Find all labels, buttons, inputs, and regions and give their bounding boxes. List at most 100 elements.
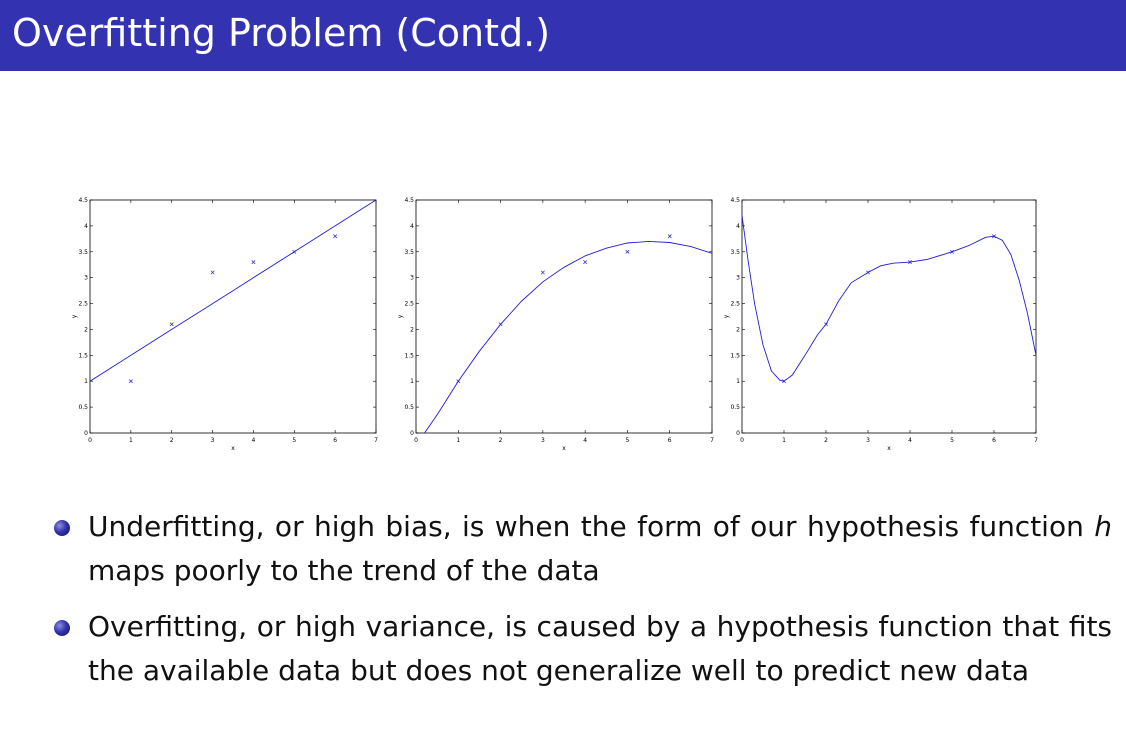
plot-frame bbox=[89, 199, 377, 434]
y-tick-label: 1.5 bbox=[78, 352, 88, 359]
data-point bbox=[782, 379, 786, 384]
bullet-dot-icon bbox=[54, 520, 70, 536]
plot-1: 0 1 2 3 4 5 6 7 0 0.5 1 1.5 2 2.5 3 3.5 4 4.5 x y bbox=[71, 197, 378, 452]
x-tick-label: 1 bbox=[129, 437, 133, 444]
y-tick-label: 1.5 bbox=[404, 352, 414, 359]
x-axis-label: x bbox=[887, 445, 891, 452]
fit-curve bbox=[90, 200, 376, 382]
data-point bbox=[583, 260, 588, 265]
y-axis-label: y bbox=[723, 314, 730, 318]
y-tick-label: 3.5 bbox=[730, 249, 740, 256]
y-axis-label: y bbox=[71, 314, 78, 318]
data-point bbox=[866, 270, 870, 275]
data-point bbox=[333, 234, 338, 239]
x-tick-label: 0 bbox=[740, 437, 744, 444]
y-tick-label: 0.5 bbox=[404, 404, 414, 411]
y-tick-label: 4 bbox=[84, 223, 88, 230]
data-point bbox=[540, 270, 545, 275]
title-bar: Overfitting Problem (Contd.) bbox=[0, 0, 1126, 71]
plot-frame bbox=[415, 199, 713, 434]
y-tick-label: 2 bbox=[84, 326, 88, 333]
data-point bbox=[169, 322, 174, 327]
y-tick-label: 3.5 bbox=[78, 249, 88, 256]
plot-frame bbox=[741, 199, 1037, 434]
x-axis-label: x bbox=[562, 445, 566, 452]
x-tick-label: 4 bbox=[583, 437, 587, 444]
x-tick-label: 3 bbox=[211, 437, 215, 444]
data-point bbox=[625, 249, 630, 254]
y-axis-label: y bbox=[397, 314, 404, 318]
data-point bbox=[667, 234, 672, 239]
bullet-text-run: Overfitting, or high variance, is caused… bbox=[88, 610, 1060, 643]
y-tick-label: 2 bbox=[410, 326, 414, 333]
bullet-text-run: maps poorly to the trend of the data bbox=[88, 554, 600, 587]
y-tick-label: 2.5 bbox=[404, 301, 414, 308]
x-tick-label: 5 bbox=[292, 437, 296, 444]
x-tick-label: 4 bbox=[252, 437, 256, 444]
y-tick-label: 0.5 bbox=[78, 404, 88, 411]
y-tick-label: 0 bbox=[736, 430, 740, 437]
bullet-item: Underfitting, or high bias, is when the … bbox=[52, 505, 1112, 593]
data-point bbox=[292, 249, 297, 254]
y-tick-label: 1.5 bbox=[730, 352, 740, 359]
x-tick-label: 1 bbox=[456, 437, 460, 444]
data-point bbox=[908, 260, 912, 265]
fit-curve bbox=[424, 240, 712, 433]
bullet-italic-text: h bbox=[1094, 510, 1112, 543]
plot-3: 0 1 2 3 4 5 6 7 0 0.5 1 1.5 2 2.5 3 3.5 4 4.5 x y bbox=[723, 197, 1038, 452]
y-tick-label: 4 bbox=[736, 223, 740, 230]
y-tick-label: 2.5 bbox=[78, 301, 88, 308]
x-tick-label: 6 bbox=[668, 437, 672, 444]
x-tick-label: 7 bbox=[1034, 437, 1038, 444]
bullet-list: Underfitting, or high bias, is when the … bbox=[52, 505, 1112, 705]
data-point bbox=[950, 249, 954, 254]
plots-row: 0 1 2 3 4 5 6 7 0 0.5 1 1.5 2 2.5 3 3.5 4 4.5 x y 0 1 2 3 4 5 6 7 0 0… bbox=[60, 180, 1060, 460]
x-tick-label: 4 bbox=[908, 437, 912, 444]
x-tick-label: 3 bbox=[541, 437, 545, 444]
bullet-text-run: fits the available data but does not gen… bbox=[88, 610, 1113, 687]
x-tick-label: 7 bbox=[710, 437, 714, 444]
bullet-dot-icon bbox=[54, 620, 70, 636]
data-point bbox=[251, 260, 256, 265]
y-tick-label: 4.5 bbox=[404, 197, 414, 204]
data-point bbox=[456, 379, 461, 384]
data-point bbox=[824, 322, 828, 327]
x-tick-label: 2 bbox=[824, 437, 828, 444]
bullet-item: Overfitting, or high variance, is caused… bbox=[52, 605, 1112, 693]
x-tick-label: 3 bbox=[866, 437, 870, 444]
y-tick-label: 3.5 bbox=[404, 249, 414, 256]
data-point bbox=[992, 234, 996, 239]
x-tick-label: 2 bbox=[170, 437, 174, 444]
bullet-text: Overfitting, or high variance, is caused… bbox=[88, 605, 1112, 693]
fit-curve bbox=[742, 215, 1036, 382]
y-tick-label: 0 bbox=[84, 430, 88, 437]
x-tick-label: 1 bbox=[782, 437, 786, 444]
y-tick-label: 4.5 bbox=[78, 197, 88, 204]
plot-2: 0 1 2 3 4 5 6 7 0 0.5 1 1.5 2 2.5 3 3.5 4 4.5 x y bbox=[397, 197, 714, 452]
y-tick-label: 4.5 bbox=[730, 197, 740, 204]
x-tick-label: 0 bbox=[414, 437, 418, 444]
x-tick-label: 5 bbox=[950, 437, 954, 444]
bullet-text-run: Underfitting, or high bias, is when the … bbox=[88, 510, 1084, 543]
x-axis-label: x bbox=[231, 445, 235, 452]
y-tick-label: 1 bbox=[410, 378, 414, 385]
x-tick-label: 2 bbox=[499, 437, 503, 444]
x-tick-label: 7 bbox=[374, 437, 378, 444]
bullet-text: Underfitting, or high bias, is when the … bbox=[88, 505, 1112, 593]
x-tick-label: 5 bbox=[626, 437, 630, 444]
y-tick-label: 2.5 bbox=[730, 301, 740, 308]
x-tick-label: 6 bbox=[992, 437, 996, 444]
y-tick-label: 4 bbox=[410, 223, 414, 230]
data-point bbox=[210, 270, 215, 275]
data-point bbox=[498, 322, 503, 327]
y-tick-label: 1 bbox=[736, 378, 740, 385]
x-tick-label: 0 bbox=[88, 437, 92, 444]
x-tick-label: 6 bbox=[333, 437, 337, 444]
y-tick-label: 3 bbox=[84, 275, 88, 282]
y-tick-label: 2 bbox=[736, 326, 740, 333]
slide-title: Overfitting Problem (Contd.) bbox=[12, 11, 551, 55]
y-tick-label: 1 bbox=[84, 378, 88, 385]
y-tick-label: 3 bbox=[410, 275, 414, 282]
y-tick-label: 3 bbox=[736, 275, 740, 282]
